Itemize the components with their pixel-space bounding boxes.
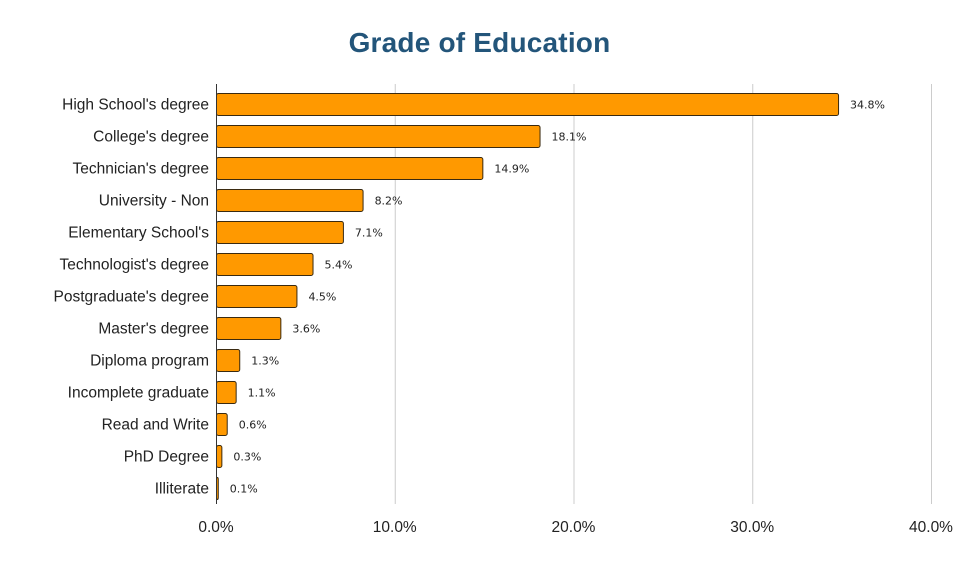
category-label: College's degree (93, 129, 209, 146)
bar (216, 125, 541, 148)
data-label: 7.1% (355, 227, 383, 240)
axes: 0.0% 10.0% 20.0% 30.0% 40.0% (198, 84, 953, 536)
x-tick-label: 40.0% (909, 519, 953, 536)
data-label: 3.6% (292, 323, 320, 336)
category-label: University - Non (99, 193, 209, 210)
category-label: Elementary School's (68, 225, 209, 242)
chart-title: Grade of Education (348, 27, 611, 58)
bar (216, 381, 237, 404)
x-tick-label: 0.0% (198, 519, 234, 536)
category-label: PhD Degree (124, 449, 209, 466)
data-label: 14.9% (494, 163, 529, 176)
data-label: 8.2% (375, 195, 403, 208)
category-label: Incomplete graduate (68, 385, 209, 402)
category-label: Master's degree (98, 321, 209, 338)
bar (216, 93, 840, 116)
category-label: Technician's degree (72, 161, 209, 178)
bars (216, 93, 840, 500)
bar (216, 349, 241, 372)
bar (216, 317, 282, 340)
data-label: 0.6% (239, 419, 267, 432)
bar (216, 413, 228, 436)
data-label: 1.1% (248, 387, 276, 400)
gridlines (394, 84, 932, 504)
data-label: 0.1% (230, 483, 258, 496)
bar (216, 253, 314, 276)
data-label: 0.3% (233, 451, 261, 464)
data-label: 1.3% (251, 355, 279, 368)
bar (216, 221, 344, 244)
bar (216, 445, 223, 468)
category-label: High School's degree (62, 97, 209, 114)
bar (216, 189, 364, 212)
data-label: 34.8% (850, 99, 885, 112)
category-label: Illiterate (155, 481, 209, 498)
category-label: Technologist's degree (60, 257, 209, 274)
x-tick-label: 20.0% (552, 519, 596, 536)
x-tick-label: 10.0% (373, 519, 417, 536)
data-label: 18.1% (552, 131, 587, 144)
bar (216, 285, 298, 308)
data-label: 5.4% (325, 259, 353, 272)
category-label: Read and Write (102, 417, 209, 434)
category-label: Diploma program (90, 353, 209, 370)
bar (216, 157, 484, 180)
data-label: 4.5% (308, 291, 336, 304)
category-label: Postgraduate's degree (54, 289, 209, 306)
labels: High School's degree 34.8% College's degre… (54, 97, 885, 498)
x-tick-label: 30.0% (730, 519, 774, 536)
